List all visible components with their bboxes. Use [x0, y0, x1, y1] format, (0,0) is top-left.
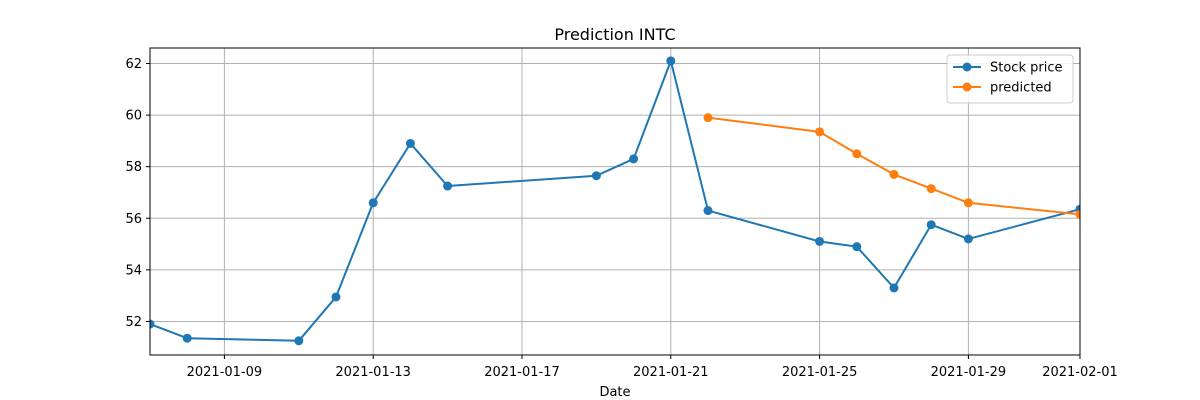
y-tick-label: 58 — [125, 160, 142, 175]
data-point — [926, 184, 936, 194]
data-point — [852, 242, 862, 252]
data-point — [331, 292, 341, 302]
data-point — [889, 169, 899, 179]
x-axis: 2021-01-09 2021-01-13 2021-01-17 2021-01-21… — [187, 355, 1118, 380]
y-tick-label: 56 — [125, 212, 142, 227]
y-tick-label: 52 — [125, 315, 142, 330]
legend-marker-stock — [962, 62, 972, 72]
series-line-0 — [150, 59, 1080, 342]
data-point — [294, 336, 304, 346]
chart-title: Prediction INTC — [554, 25, 675, 44]
legend-marker-predicted — [962, 82, 972, 92]
data-point — [703, 113, 713, 123]
data-point — [443, 181, 453, 191]
data-point — [815, 236, 825, 246]
legend-label-predicted: predicted — [990, 81, 1052, 96]
data-point — [182, 333, 192, 343]
data-point — [666, 56, 676, 66]
data-point — [368, 198, 378, 208]
x-tick-label: 2021-02-01 — [1042, 365, 1118, 380]
data-point — [963, 198, 973, 208]
grid — [150, 48, 1081, 355]
data-point — [405, 138, 415, 148]
data-point — [926, 220, 936, 230]
data-point — [703, 206, 713, 216]
legend-label-stock: Stock price — [990, 61, 1062, 76]
x-tick-label: 2021-01-13 — [335, 365, 411, 380]
data-point — [591, 171, 601, 181]
data-point — [852, 149, 862, 159]
x-tick-label: 2021-01-25 — [782, 365, 858, 380]
x-tick-label: 2021-01-29 — [931, 365, 1007, 380]
data-point — [889, 283, 899, 293]
x-tick-label: 2021-01-09 — [187, 365, 263, 380]
x-axis-label: Date — [599, 385, 630, 400]
data-point — [963, 234, 973, 244]
x-tick-label: 2021-01-21 — [633, 365, 709, 380]
y-axis: 52 54 56 58 60 62 — [125, 57, 150, 330]
y-tick-label: 54 — [125, 263, 142, 278]
data-point — [815, 127, 825, 137]
data-point — [150, 319, 155, 329]
plot-frame — [149, 47, 1081, 356]
series-line-1 — [707, 116, 1080, 216]
y-tick-label: 60 — [125, 109, 142, 124]
series-layer — [150, 56, 1080, 346]
data-point — [1075, 209, 1080, 219]
legend: Stock price predicted — [946, 54, 1074, 104]
y-tick-label: 62 — [125, 57, 142, 72]
data-point — [629, 154, 639, 164]
x-tick-label: 2021-01-17 — [484, 365, 560, 380]
